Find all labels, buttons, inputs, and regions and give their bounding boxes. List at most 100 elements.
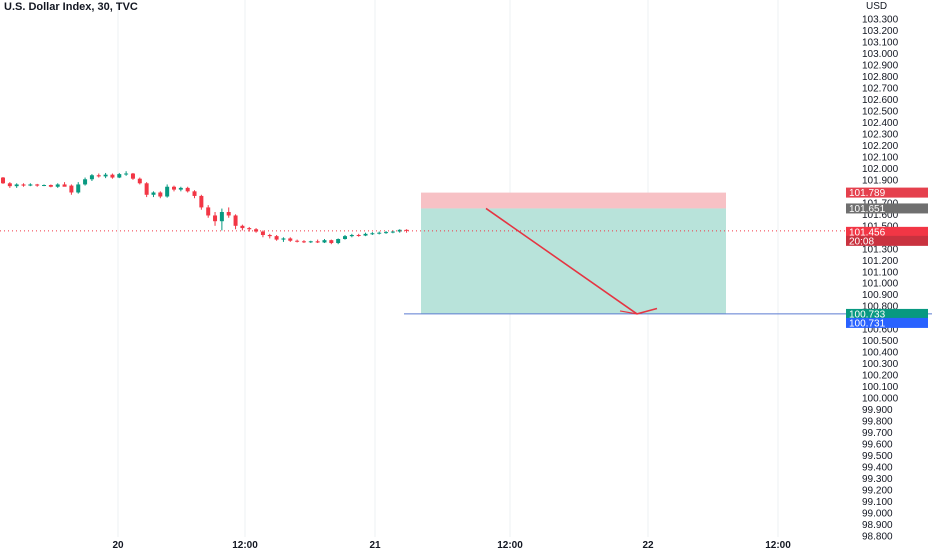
y-tick-label: 99.800 — [862, 417, 893, 428]
y-tick-label: 100.100 — [862, 382, 899, 393]
y-tick-label: 100.300 — [862, 359, 899, 370]
y-tick-label: 99.700 — [862, 428, 893, 439]
entry-price-badge: 101.651 — [849, 204, 886, 215]
candle — [308, 240, 313, 244]
stop-loss-zone[interactable] — [421, 192, 726, 209]
candle — [274, 234, 279, 241]
candle — [233, 214, 238, 230]
y-tick-label: 99.500 — [862, 451, 893, 462]
candle — [329, 239, 334, 245]
y-tick-label: 99.300 — [862, 474, 893, 485]
x-tick-label: 21 — [369, 540, 381, 550]
candle — [301, 240, 306, 244]
candle — [213, 212, 218, 226]
candle — [315, 239, 320, 244]
y-tick-label: 98.900 — [862, 520, 893, 531]
candle — [55, 183, 60, 188]
x-tick-label: 12:00 — [232, 540, 258, 550]
candle — [260, 230, 265, 238]
x-tick-label: 12:00 — [765, 540, 791, 550]
candle — [281, 237, 286, 242]
axis-unit-label: USD — [866, 1, 887, 12]
y-tick-label: 102.500 — [862, 106, 899, 117]
candle — [322, 239, 327, 244]
y-tick-label: 103.200 — [862, 26, 899, 37]
y-tick-label: 102.900 — [862, 60, 899, 71]
y-tick-label: 101.100 — [862, 267, 899, 278]
candle — [117, 172, 122, 179]
target-price-badge-bg — [846, 308, 928, 319]
y-tick-label: 98.800 — [862, 532, 893, 543]
candle — [384, 230, 389, 234]
y-tick-label: 101.000 — [862, 279, 899, 290]
candle — [363, 232, 368, 237]
candle — [7, 182, 12, 188]
candle — [343, 234, 347, 240]
candle — [124, 171, 129, 176]
candle — [158, 191, 163, 199]
y-tick-label: 101.200 — [862, 256, 899, 267]
candle — [295, 239, 300, 243]
target-secondary-badge-bg — [846, 317, 928, 328]
candle — [1, 176, 5, 184]
bar-countdown-badge: 20:08 — [849, 236, 874, 247]
candle — [240, 224, 245, 231]
candle — [356, 233, 361, 237]
candle — [199, 194, 204, 210]
candle — [96, 173, 101, 178]
x-tick-label: 12:00 — [497, 540, 523, 550]
y-tick-label: 103.100 — [862, 37, 899, 48]
current-price-badge: 101.456 — [849, 227, 886, 238]
projection-arrow[interactable] — [485, 207, 658, 315]
candle — [151, 191, 156, 198]
stop-price-badge-bg — [846, 187, 928, 198]
candle — [192, 190, 197, 199]
candle — [35, 183, 40, 187]
current-price-badge-bg — [846, 226, 928, 237]
candle — [404, 229, 409, 233]
y-tick-label: 99.900 — [862, 405, 893, 416]
y-tick-label: 100.500 — [862, 336, 899, 347]
y-tick-label: 99.100 — [862, 497, 893, 508]
price-axis[interactable]: 103.300103.200103.100103.000102.900102.8… — [862, 15, 899, 543]
candle — [62, 182, 67, 187]
candle — [14, 183, 19, 188]
y-tick-label: 102.300 — [862, 129, 899, 140]
candle — [226, 207, 231, 218]
x-tick-label: 22 — [642, 540, 654, 550]
candle — [69, 184, 74, 195]
y-tick-label: 99.400 — [862, 463, 893, 474]
candle — [397, 229, 402, 233]
candle — [247, 226, 252, 232]
candle — [130, 172, 135, 180]
candle — [165, 184, 170, 198]
y-tick-label: 100.000 — [862, 394, 899, 405]
candle — [21, 183, 26, 187]
candle — [48, 184, 53, 188]
candle — [336, 238, 341, 245]
time-axis[interactable]: 20 12:00 21 12:00 22 12:00 — [112, 540, 791, 550]
position-tool[interactable] — [421, 192, 726, 314]
candle — [377, 231, 382, 235]
y-tick-label: 99.000 — [862, 509, 893, 520]
y-tick-label: 102.800 — [862, 72, 899, 83]
take-profit-zone[interactable] — [421, 208, 726, 314]
chart-title: U.S. Dollar Index, 30, TVC — [4, 1, 138, 13]
candle — [206, 205, 211, 218]
y-tick-label: 101.900 — [862, 175, 899, 186]
y-tick-label: 100.600 — [862, 325, 899, 336]
y-tick-label: 103.300 — [862, 15, 899, 26]
candle — [89, 174, 94, 181]
y-tick-label: 101.500 — [862, 221, 899, 232]
candle — [288, 237, 293, 242]
price-lines — [0, 230, 932, 315]
candle — [172, 185, 176, 192]
y-tick-label: 100.200 — [862, 371, 899, 382]
arrow-head — [619, 310, 638, 315]
y-tick-label: 102.100 — [862, 152, 899, 163]
entry-price-badge-bg — [846, 203, 928, 214]
candlestick-series — [1, 171, 409, 245]
y-tick-label: 99.200 — [862, 486, 893, 497]
y-tick-label: 102.400 — [862, 118, 899, 129]
